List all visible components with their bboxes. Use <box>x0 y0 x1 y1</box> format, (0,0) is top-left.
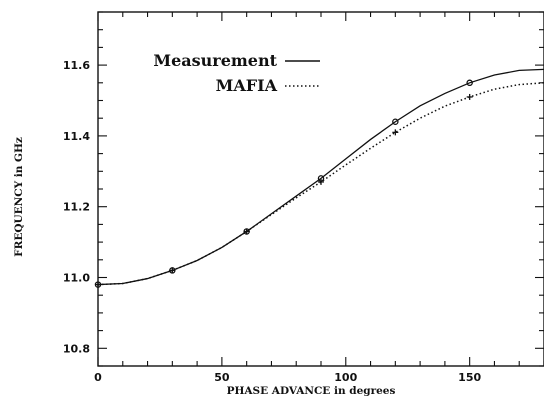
legend: Measurement MAFIA <box>153 51 320 95</box>
x-tick-label: 50 <box>214 371 230 384</box>
x-axis-label: PHASE ADVANCE in degrees <box>227 385 396 397</box>
y-tick-label: 11.6 <box>63 59 90 72</box>
data-point-mafia <box>95 281 101 288</box>
data-point-measurement <box>392 118 399 125</box>
y-tick-label: 10.8 <box>63 342 90 355</box>
data-point-mafia <box>466 93 473 100</box>
data-point-mafia <box>392 129 399 136</box>
x-tick-label: 100 <box>334 371 357 384</box>
x-tick-label: 150 <box>458 371 481 384</box>
legend-label-measurement: Measurement <box>153 51 277 70</box>
y-tick-label: 11.4 <box>63 130 90 143</box>
y-axis-label: FREQUENCY in GHz <box>13 137 25 257</box>
axis-ticks <box>97 11 544 367</box>
data-point-measurement <box>466 79 473 87</box>
series-lines <box>97 68 544 286</box>
series-line-measurement <box>97 68 544 286</box>
data-point-mafia <box>318 178 324 185</box>
axis-tick-labels: 0 50 100 150 10.8 11.0 11.2 11.4 11.6 <box>63 59 482 384</box>
data-point-mafia <box>243 228 250 235</box>
data-point-mafia <box>169 267 176 274</box>
series-markers <box>94 79 473 288</box>
legend-label-mafia: MAFIA <box>216 76 278 95</box>
x-tick-label: 0 <box>94 371 102 384</box>
y-tick-label: 11.0 <box>63 272 90 285</box>
y-tick-label: 11.2 <box>63 201 90 214</box>
